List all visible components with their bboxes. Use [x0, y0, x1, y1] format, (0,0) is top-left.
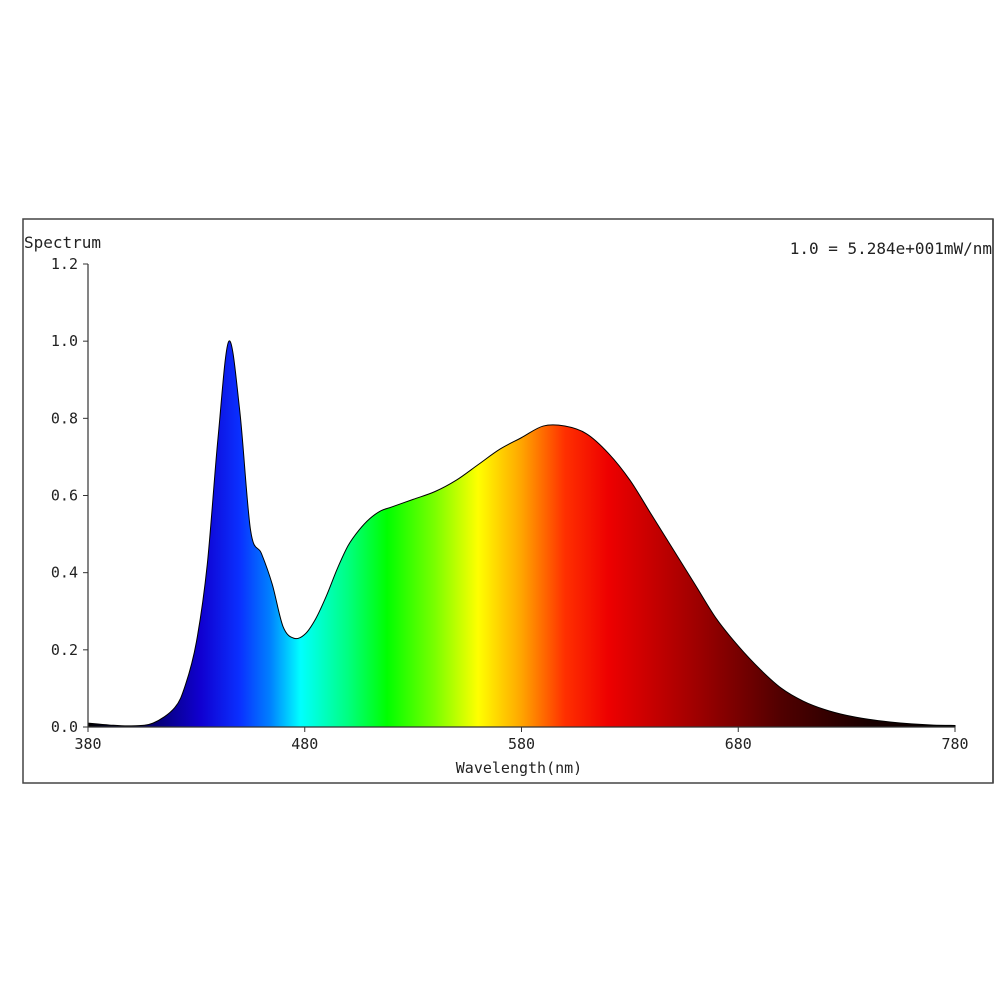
x-tick-label: 780	[941, 735, 968, 753]
y-tick-label: 1.0	[51, 332, 78, 350]
x-tick-label: 380	[74, 735, 101, 753]
y-tick-label: 0.8	[51, 409, 78, 427]
x-tick-label: 580	[508, 735, 535, 753]
y-tick-label: 0.2	[51, 641, 78, 659]
y-tick-label: 0.6	[51, 487, 78, 505]
y-tick-label: 0.0	[51, 718, 78, 736]
x-axis-label: Wavelength(nm)	[456, 759, 582, 777]
y-tick-label: 1.2	[51, 255, 78, 273]
scale-annotation: 1.0 = 5.284e+001mW/nm	[790, 239, 992, 258]
x-tick-label: 680	[725, 735, 752, 753]
x-tick-label: 480	[291, 735, 318, 753]
y-axis-ticks: 0.0 0.2 0.4 0.6 0.8 1.0 1.2	[51, 255, 88, 736]
spectrum-area	[87, 340, 956, 728]
chart-title: Spectrum	[24, 233, 101, 252]
x-axis-ticks: 380 480 580 680 780	[74, 727, 969, 753]
y-tick-label: 0.4	[51, 564, 78, 582]
